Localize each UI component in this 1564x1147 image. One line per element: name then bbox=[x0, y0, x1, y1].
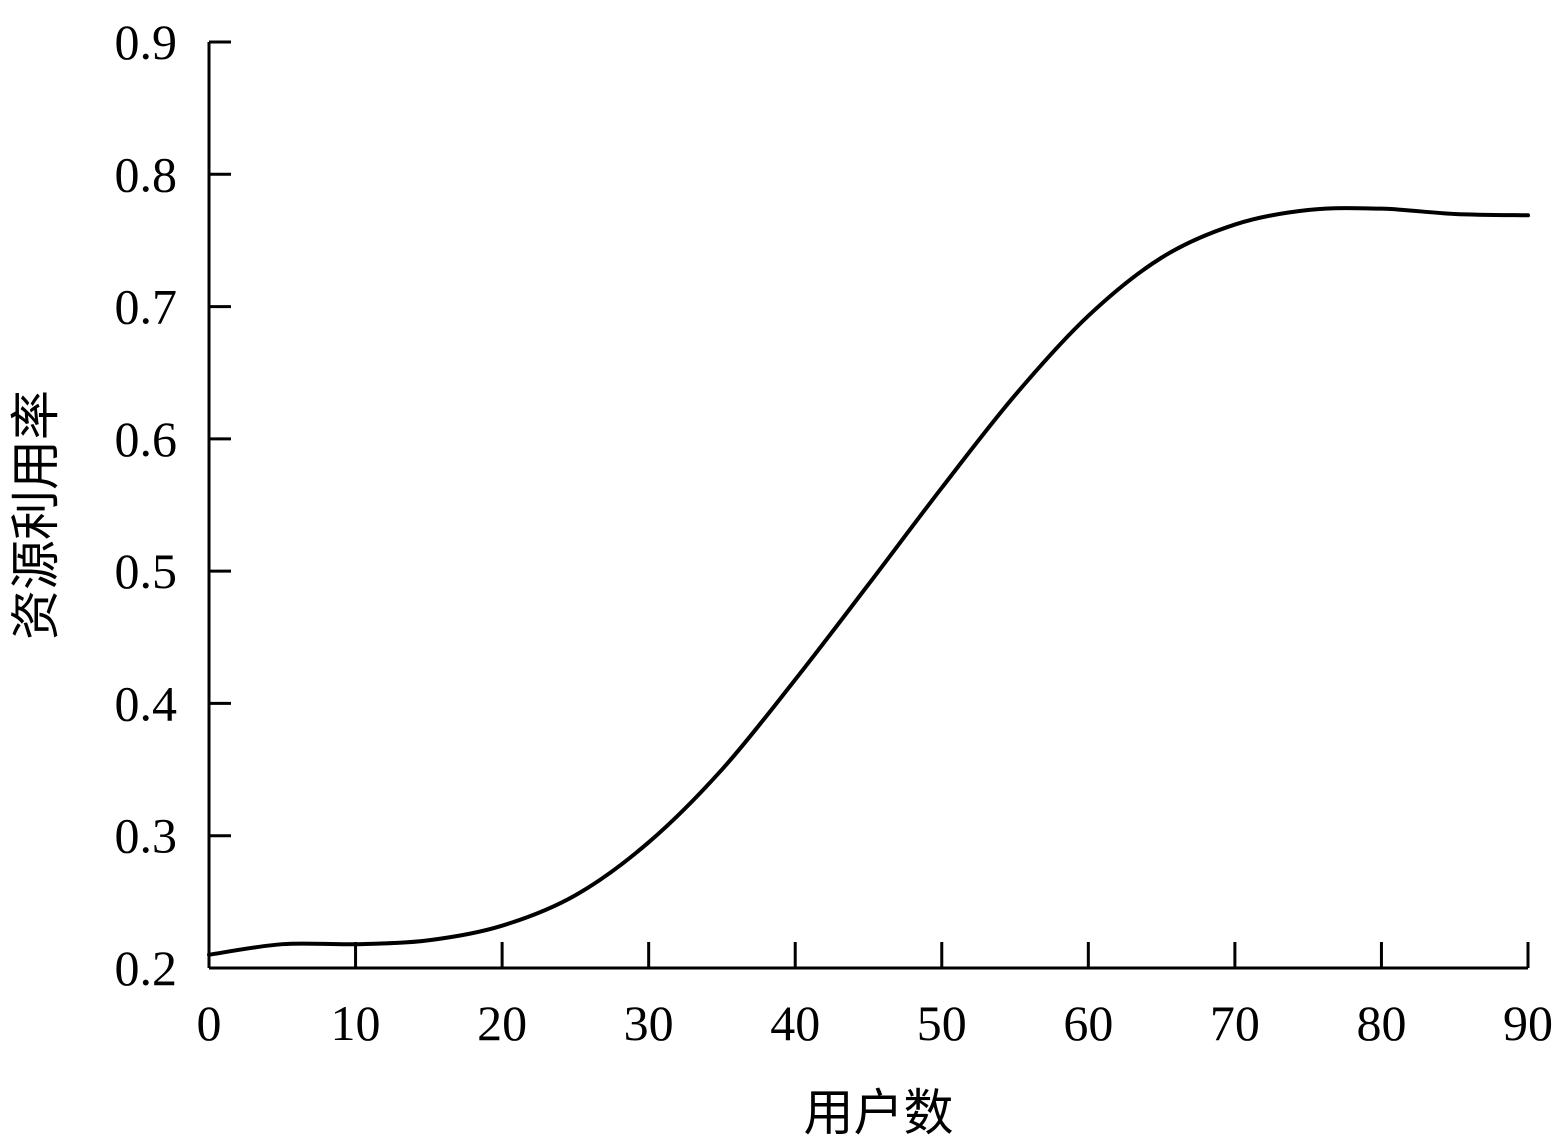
x-tick-label: 50 bbox=[917, 995, 967, 1051]
y-tick-label: 0.7 bbox=[115, 279, 178, 335]
series-layer bbox=[207, 206, 1530, 957]
x-tick-label: 70 bbox=[1210, 995, 1260, 1051]
x-tick-label: 60 bbox=[1063, 995, 1113, 1051]
y-tick-label: 0.8 bbox=[115, 146, 178, 202]
x-tick-label: 90 bbox=[1503, 995, 1553, 1051]
axes bbox=[207, 42, 1528, 970]
x-axis-title: 用户数 bbox=[804, 1084, 954, 1142]
x-tick-label: 10 bbox=[331, 995, 381, 1051]
y-axis-title: 资源利用率 bbox=[7, 390, 65, 640]
x-tick-label: 20 bbox=[477, 995, 527, 1051]
x-tick-label: 0 bbox=[197, 995, 222, 1051]
y-tick-label: 0.2 bbox=[115, 940, 178, 996]
series-line bbox=[207, 206, 1530, 957]
y-tick-label: 0.3 bbox=[115, 808, 178, 864]
y-tick-label: 0.5 bbox=[115, 543, 178, 599]
x-tick-label: 40 bbox=[770, 995, 820, 1051]
y-tick-label: 0.6 bbox=[115, 411, 178, 467]
x-ticks: 0 10 20 30 40 50 60 70 80 90 bbox=[197, 942, 1553, 1051]
x-tick-label: 30 bbox=[624, 995, 674, 1051]
y-ticks: 0.2 0.3 0.4 0.5 0.6 0.7 0.8 0.9 bbox=[115, 14, 231, 996]
y-tick-label: 0.9 bbox=[115, 14, 178, 70]
x-tick-label: 80 bbox=[1356, 995, 1406, 1051]
y-tick-label: 0.4 bbox=[115, 675, 178, 731]
